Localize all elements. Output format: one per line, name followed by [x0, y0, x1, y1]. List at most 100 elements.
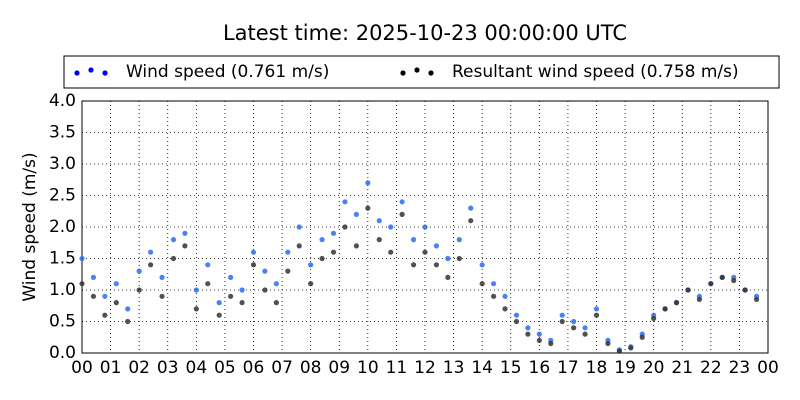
point [228, 274, 234, 280]
point [685, 287, 691, 293]
legend-marker [88, 67, 94, 73]
point [445, 274, 451, 280]
point [388, 224, 394, 230]
point [239, 287, 245, 293]
x-tick-label: 06 [243, 358, 265, 378]
point [399, 199, 405, 205]
point [525, 331, 531, 337]
point [468, 218, 474, 224]
legend-box [63, 55, 780, 89]
point [90, 293, 97, 299]
x-tick-label: 16 [529, 358, 551, 378]
point [205, 262, 211, 268]
point [308, 281, 314, 287]
y-tick-label: 4.0 [49, 91, 76, 111]
point [399, 211, 405, 217]
point [216, 300, 222, 306]
point [193, 306, 199, 312]
point [342, 199, 348, 205]
chart-title: Latest time: 2025-10-23 00:00:00 UTC [223, 21, 627, 45]
point [182, 243, 188, 249]
point [102, 293, 108, 299]
x-tick-label: 00 [71, 358, 93, 378]
point [525, 325, 531, 331]
x-tick-label: 09 [328, 358, 350, 378]
point [159, 293, 165, 299]
y-tick-label: 3.5 [49, 123, 76, 143]
point [616, 348, 622, 354]
x-tick-label: 23 [729, 358, 751, 378]
point [605, 340, 611, 347]
point [593, 306, 600, 312]
x-tick-label: 14 [471, 358, 493, 378]
point [571, 318, 577, 325]
point [513, 312, 520, 318]
point [593, 312, 600, 318]
y-tick-label: 0.0 [49, 343, 76, 363]
x-tick-label: 21 [671, 358, 693, 378]
legend-marker [414, 67, 420, 73]
legend-marker [102, 70, 108, 76]
point [193, 287, 199, 293]
point [422, 224, 428, 230]
point [330, 230, 337, 236]
x-tick-label: 02 [128, 358, 150, 378]
point [159, 274, 165, 280]
point [456, 237, 462, 243]
y-tick-label: 0.5 [49, 312, 76, 332]
point [262, 287, 268, 293]
point [136, 268, 142, 274]
x-tick-label: 17 [557, 358, 579, 378]
legend-label: Wind speed (0.761 m/s) [126, 62, 329, 82]
point [410, 237, 417, 243]
x-tick-label: 08 [300, 358, 322, 378]
point [662, 306, 668, 312]
x-tick-label: 11 [386, 358, 408, 378]
x-tick-label: 01 [100, 358, 122, 378]
point [753, 296, 760, 303]
point [319, 237, 325, 243]
point [182, 230, 188, 236]
point [376, 237, 382, 243]
x-tick-label: 22 [700, 358, 722, 378]
point [308, 262, 314, 268]
x-tick-label: 18 [586, 358, 608, 378]
point [365, 205, 371, 211]
point [342, 224, 348, 230]
x-tick-label: 03 [157, 358, 179, 378]
point [296, 224, 302, 230]
point [410, 262, 417, 268]
point [285, 268, 291, 274]
y-tick-label: 2.5 [49, 186, 76, 206]
point [353, 243, 359, 249]
point [468, 205, 474, 211]
point [673, 300, 680, 306]
point [125, 318, 131, 325]
point [102, 312, 108, 318]
plot-frame [81, 100, 769, 354]
point [548, 340, 554, 347]
point [365, 180, 371, 186]
point [571, 325, 577, 331]
point [502, 293, 508, 299]
point [742, 287, 748, 293]
point [445, 255, 451, 262]
legend-marker [400, 70, 406, 76]
point [639, 334, 645, 340]
point [696, 296, 703, 303]
point [719, 274, 725, 280]
point [113, 281, 119, 287]
x-tick-label: 07 [271, 358, 293, 378]
point [582, 325, 588, 331]
point [491, 293, 497, 299]
point [433, 262, 440, 268]
x-tick-label: 05 [214, 358, 236, 378]
point [422, 249, 428, 255]
point [239, 300, 245, 306]
point [170, 255, 177, 262]
y-tick-label: 1.0 [49, 280, 76, 300]
point [513, 318, 520, 325]
x-tick-label: 19 [614, 358, 636, 378]
point [285, 249, 291, 255]
